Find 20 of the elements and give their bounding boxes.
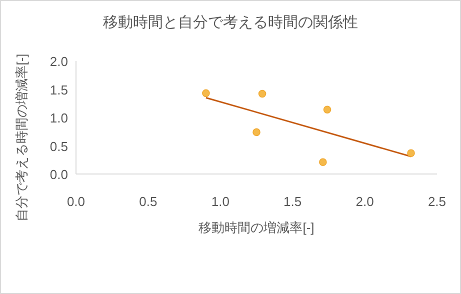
point: [407, 149, 415, 157]
y-tick-label: 0.0: [50, 167, 68, 182]
x-tick-label: 0.0: [66, 194, 86, 209]
x-tick-label: 2.0: [356, 194, 374, 209]
point: [252, 128, 260, 136]
y-tick-label: 1.0: [50, 110, 68, 126]
x-tick-label: 1.0: [211, 194, 230, 209]
point: [319, 158, 327, 166]
point: [323, 106, 332, 114]
point: [258, 90, 266, 98]
x-tick-label: 2.5: [428, 194, 446, 209]
x-tick-label: 0.5: [139, 194, 158, 209]
y-tick-label: 1.5: [50, 82, 68, 98]
chart-title: 移動時間と自分で考える時間の関係性: [103, 14, 358, 31]
y-axis-title: 自分で考える時間の増減率[-]: [14, 54, 29, 222]
x-axis-title: 移動時間の増減率[-]: [198, 220, 314, 235]
y-tick-label: 0.5: [50, 138, 68, 154]
point: [202, 89, 210, 98]
x-tick-label: 1.5: [284, 194, 302, 209]
y-tick-label: 2.0: [50, 54, 68, 69]
